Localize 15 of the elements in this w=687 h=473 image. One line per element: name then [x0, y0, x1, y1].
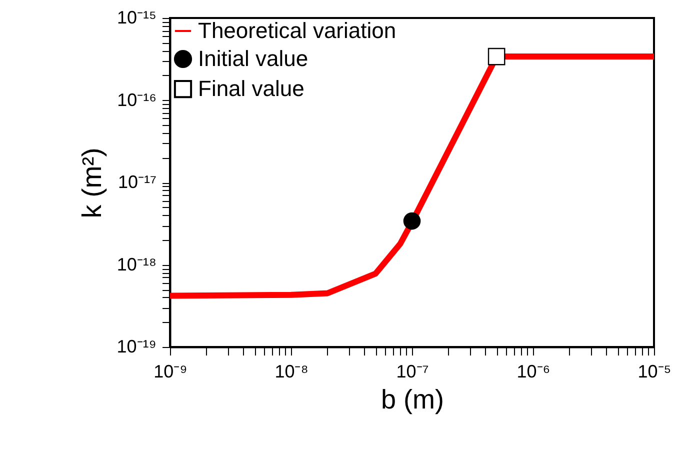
y-tick-label: 10⁻¹⁸ — [116, 254, 156, 274]
y-tick-label: 10⁻¹⁵ — [117, 8, 156, 28]
x-tick-label: 10⁻⁶ — [516, 362, 550, 382]
y-tick-label: 10⁻¹⁹ — [116, 336, 156, 356]
y-axis-title: k (m²) — [76, 148, 107, 218]
legend-label: Theoretical variation — [198, 18, 396, 43]
y-tick-label: 10⁻¹⁶ — [117, 90, 156, 110]
x-tick-label: 10⁻⁷ — [396, 362, 429, 382]
legend-label: Initial value — [198, 46, 308, 71]
x-tick-label: 10⁻⁸ — [274, 362, 308, 382]
y-tick-label: 10⁻¹⁷ — [118, 172, 156, 192]
x-tick-label: 10⁻⁹ — [154, 362, 188, 382]
legend-label: Final value — [198, 76, 304, 101]
x-tick-label: 10⁻⁵ — [638, 362, 672, 382]
x-axis-title: b (m) — [381, 384, 444, 414]
